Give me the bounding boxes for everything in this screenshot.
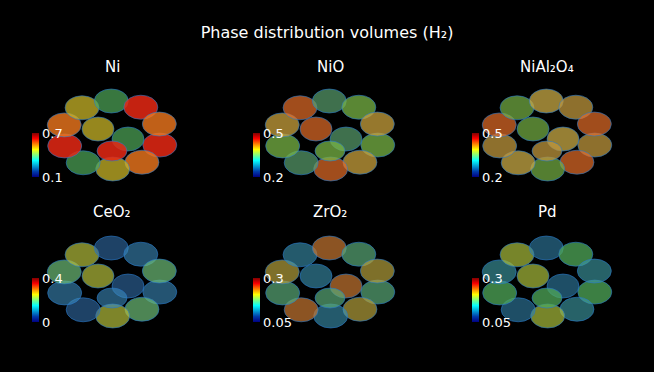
svg-text:0.05: 0.05 [482,315,511,330]
svg-text:NiAl₂O₄: NiAl₂O₄ [520,58,574,76]
svg-text:Phase distribution volumes (H₂: Phase distribution volumes (H₂) [201,23,454,42]
svg-text:0.4: 0.4 [42,271,63,286]
svg-text:0.3: 0.3 [263,271,284,286]
svg-text:0.05: 0.05 [263,315,292,330]
svg-text:0.1: 0.1 [42,170,63,185]
svg-text:Pd: Pd [538,203,557,221]
svg-text:0: 0 [42,315,50,330]
svg-text:0.7: 0.7 [42,126,63,141]
svg-text:Ni: Ni [105,58,120,76]
svg-text:0.5: 0.5 [482,126,503,141]
svg-text:ZrO₂: ZrO₂ [313,203,347,221]
svg-text:0.5: 0.5 [263,126,284,141]
svg-text:0.2: 0.2 [482,170,503,185]
svg-text:0.2: 0.2 [263,170,284,185]
svg-text:0.3: 0.3 [482,271,503,286]
svg-text:NiO: NiO [317,58,344,76]
svg-text:CeO₂: CeO₂ [93,203,131,221]
